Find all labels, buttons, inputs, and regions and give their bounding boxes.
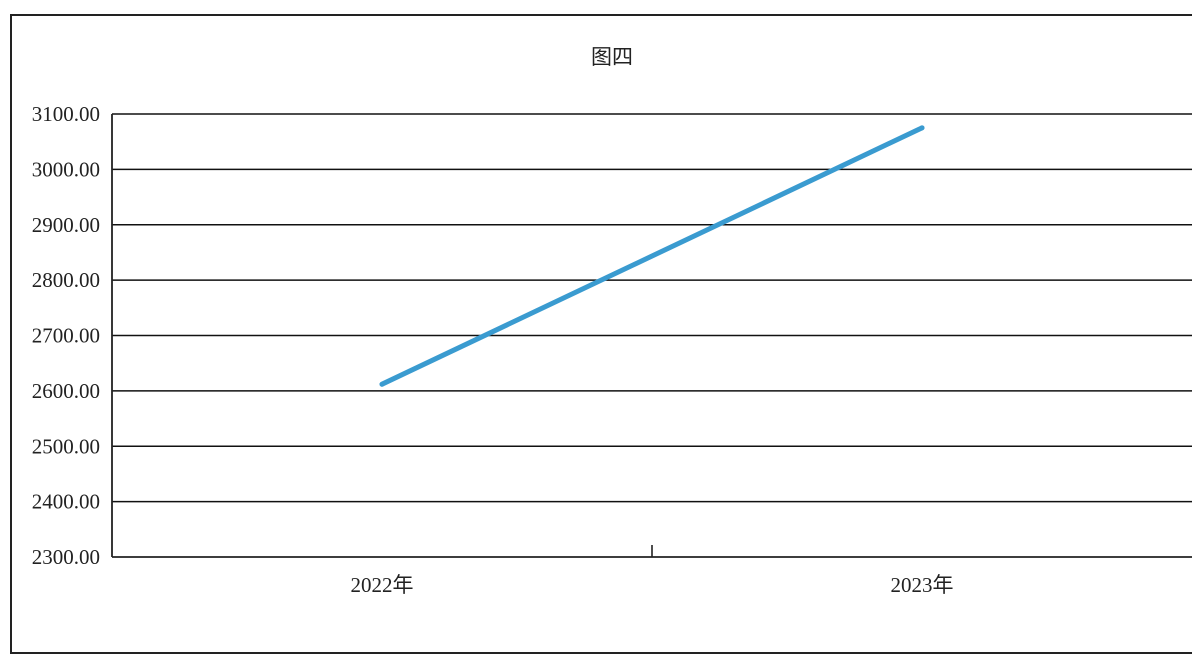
gridlines bbox=[112, 113, 1192, 503]
series-group bbox=[379, 125, 925, 387]
y-tick-label: 2400.00 bbox=[32, 490, 100, 514]
y-tick-label: 3000.00 bbox=[32, 157, 100, 181]
y-tick-label: 2500.00 bbox=[32, 434, 100, 458]
y-tick-label: 2300.00 bbox=[32, 545, 100, 569]
y-axis-ticks: 3100.00 3000.00 2900.00 2800.00 2700.00 2600.… bbox=[32, 102, 100, 569]
y-tick-label: 2600.00 bbox=[32, 379, 100, 403]
x-tick-label: 2023年 bbox=[891, 573, 954, 597]
y-tick-label: 2700.00 bbox=[32, 324, 100, 348]
line-chart: 图四 3100.00 3000.00 2900.00 2800.00 2700.00 26… bbox=[32, 45, 1192, 597]
y-tick-label: 2800.00 bbox=[32, 268, 100, 292]
x-tick-label: 2022年 bbox=[351, 573, 414, 597]
y-tick-label: 3100.00 bbox=[32, 102, 100, 126]
chart-title: 图四 bbox=[591, 45, 633, 69]
series-line bbox=[379, 125, 925, 387]
y-tick-label: 2900.00 bbox=[32, 213, 100, 237]
chart-frame bbox=[10, 14, 1192, 654]
x-axis: 2022年 2023年 bbox=[111, 114, 1192, 597]
data-point bbox=[919, 125, 925, 131]
data-point bbox=[379, 381, 385, 387]
